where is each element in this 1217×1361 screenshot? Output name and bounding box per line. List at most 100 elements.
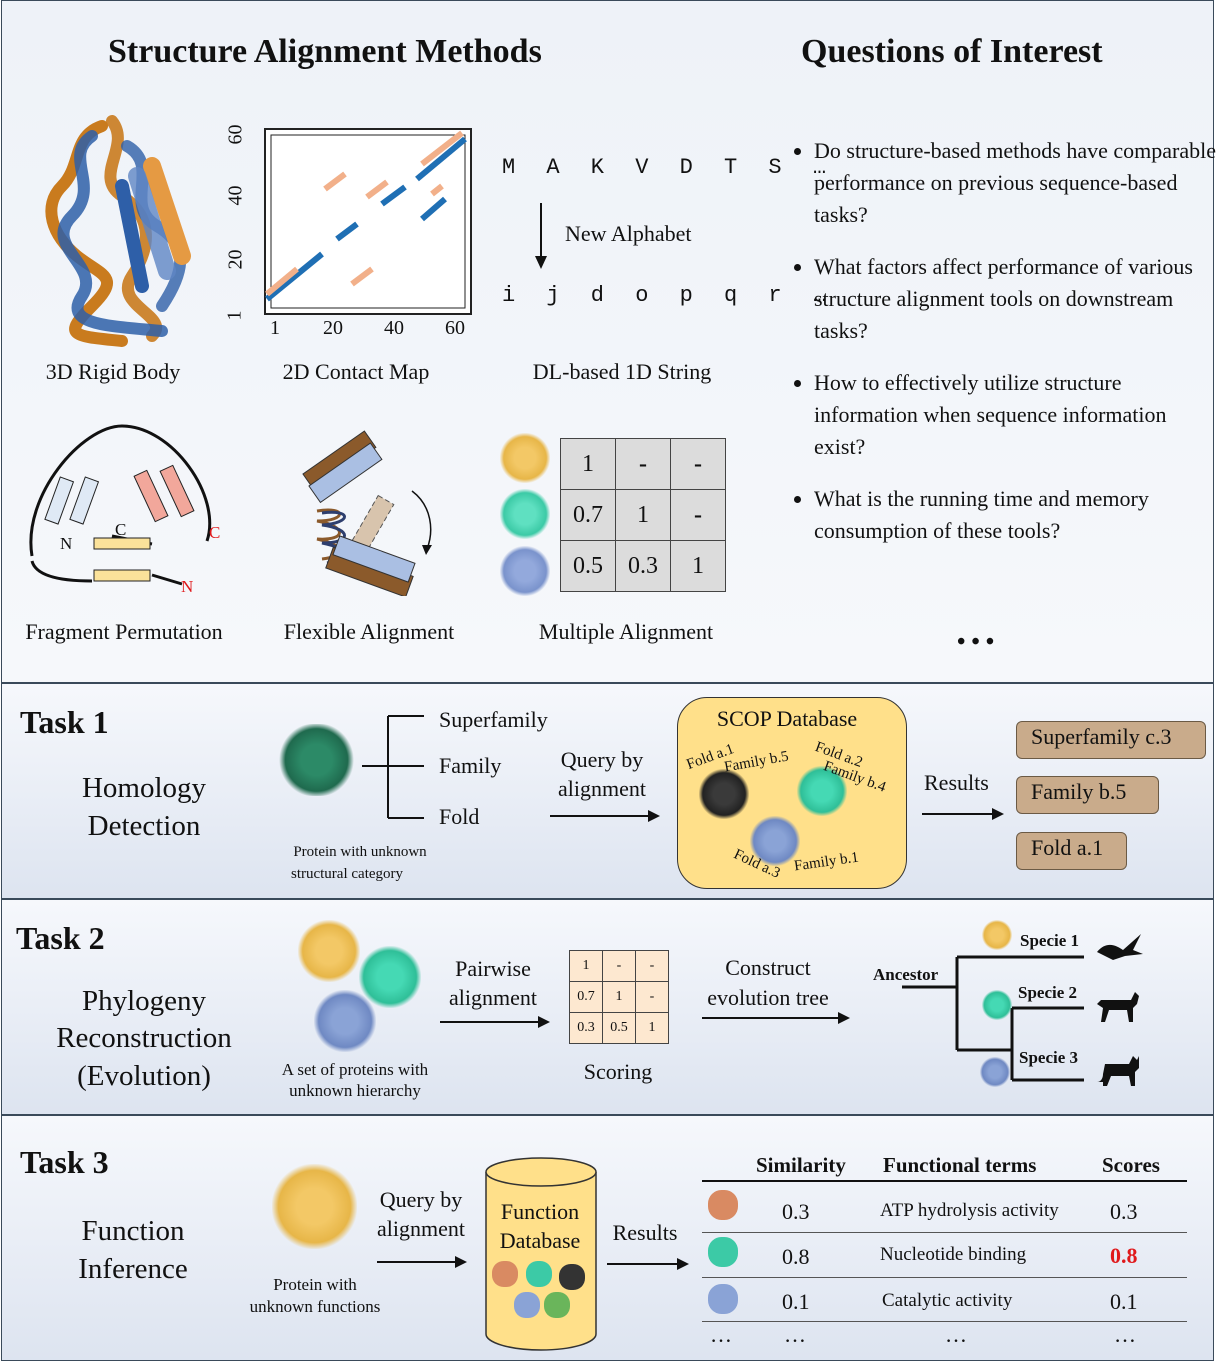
task2-name-line1: Phylogeny (81, 985, 207, 1017)
protein-icon (544, 1292, 570, 1318)
question-item: What is the running time and memory cons… (814, 483, 1217, 547)
protein-icon (314, 990, 376, 1052)
multiple-alignment-label: Multiple Alignment (538, 619, 714, 644)
protein-icon (708, 1190, 738, 1220)
matrix-cell: - (635, 950, 669, 982)
protein-icon (699, 769, 749, 819)
contact-x-tick: 1 (270, 317, 280, 339)
contact-x-tick: 60 (445, 317, 465, 339)
matrix-cell: 1 (635, 1012, 669, 1044)
matrix-cell: 0.5 (602, 1012, 636, 1044)
matrix-cell: - (635, 981, 669, 1013)
task2-arrow-label-line1: Pairwise (455, 956, 531, 981)
scop-database-title: SCOP Database (716, 706, 858, 731)
multiple-alignment-matrix: 1 - - 0.7 1 - 0.5 0.3 1 (560, 438, 726, 592)
protein-icon (500, 546, 550, 596)
rigid-body-label: 3D Rigid Body (45, 359, 181, 384)
protein-icon (514, 1292, 540, 1318)
protein-icon (708, 1237, 738, 1267)
cat-icon (1097, 1056, 1139, 1086)
task3-panel: Task 3 Function Inference Protein with u… (1, 1115, 1214, 1361)
protein-icon (526, 1261, 552, 1287)
row-term: ATP hydrolysis activity (880, 1200, 1059, 1221)
table-row-divider (702, 1232, 1187, 1233)
protein-icon (982, 920, 1012, 950)
protein-icon (492, 1261, 518, 1287)
contact-y-tick: 20 (224, 249, 247, 270)
task3-caption-line2: unknown functions (249, 1297, 381, 1316)
flexible-alignment-diagram (302, 430, 432, 596)
task3-results-label: Results (612, 1220, 678, 1245)
protein-icon (500, 433, 550, 483)
task2-arrow-label-line2: alignment (449, 985, 537, 1010)
protein-icon (750, 816, 800, 866)
matrix-cell: 1 (560, 438, 616, 490)
protein-icon (559, 1264, 585, 1290)
row-similarity: 0.8 (782, 1244, 810, 1269)
row-similarity: 0.1 (782, 1289, 810, 1314)
task1-name-line2: Detection (87, 810, 201, 842)
protein-icon (359, 946, 421, 1008)
level-bracket (362, 715, 424, 819)
methods-questions-panel: Structure Alignment Methods Questions of… (1, 0, 1217, 683)
task2-title: Task 2 (16, 920, 105, 956)
task2-arrow2-label-line2: evolution tree (707, 985, 829, 1010)
protein-icon (797, 766, 847, 816)
bird-icon (1097, 934, 1143, 960)
methods-title: Structure Alignment Methods (108, 33, 542, 70)
species-label: Specie 3 (1019, 1048, 1079, 1067)
right-arrow-icon (550, 810, 660, 822)
fragment-permutation-diagram (29, 424, 212, 586)
flexible-alignment-label: Flexible Alignment (283, 619, 455, 644)
protein-icon (500, 489, 550, 539)
contact-y-tick: 60 (224, 124, 247, 145)
task3-arrow-label-line1: Query by (379, 1187, 463, 1212)
right-arrow-icon (702, 1012, 850, 1024)
row-ellipsis: … (784, 1322, 806, 1347)
task1-arrow-label-line2: alignment (558, 776, 646, 801)
table-row-divider (702, 1277, 1187, 1278)
matrix-cell: - (670, 438, 726, 490)
row-score-highlight: 0.8 (1110, 1243, 1138, 1268)
task3-title: Task 3 (20, 1144, 109, 1180)
level-fold: Fold (439, 804, 480, 829)
matrix-cell: 1 (670, 540, 726, 592)
task1-protein-caption-line1: Protein with unknown (293, 844, 427, 860)
level-superfamily: Superfamily (439, 707, 548, 732)
task1-results-label: Results (924, 770, 989, 795)
col-header-similarity: Similarity (756, 1153, 846, 1177)
col-header-scores: Scores (1102, 1153, 1160, 1177)
row-term: Nucleotide binding (880, 1244, 1027, 1265)
task3-name-line2: Inference (78, 1253, 188, 1285)
contact-x-tick: 20 (323, 317, 343, 339)
question-item: How to effectively utilize structure inf… (814, 367, 1217, 463)
scoring-label: Scoring (583, 1059, 653, 1084)
right-arrow-icon (377, 1256, 467, 1268)
task3-caption-line1: Protein with (273, 1275, 357, 1294)
ancestor-label: Ancestor (873, 965, 939, 984)
result-fold-box: Fold a.1 (1016, 832, 1127, 870)
question-item: What factors affect performance of vario… (814, 251, 1217, 347)
matrix-cell: 1 (615, 489, 671, 541)
matrix-cell: 1 (602, 981, 636, 1013)
rigid-body-protein-icon (45, 115, 191, 347)
contact-x-tick: 40 (384, 317, 404, 339)
row-score: 0.1 (1110, 1289, 1138, 1314)
task2-name-line3: (Evolution) (77, 1060, 211, 1092)
dog-icon (1097, 992, 1139, 1022)
fragment-n-label: N (60, 534, 73, 553)
row-score: 0.3 (1110, 1199, 1138, 1224)
questions-title: Questions of Interest (801, 33, 1103, 70)
contact-map-label: 2D Contact Map (282, 359, 430, 384)
col-header-functional-terms: Functional terms (883, 1153, 1037, 1177)
task3-arrow-label-line2: alignment (377, 1216, 465, 1241)
matrix-cell: - (670, 489, 726, 541)
task2-name-line2: Reconstruction (56, 1022, 232, 1054)
right-arrow-icon (607, 1258, 689, 1270)
query-protein-icon (272, 1164, 357, 1249)
matrix-cell: 0.3 (569, 1012, 603, 1044)
right-arrow-icon (922, 808, 1004, 820)
original-sequence: M A K V D T S … (502, 155, 836, 180)
contact-y-tick: 40 (224, 185, 247, 206)
down-arrow-icon (535, 203, 547, 269)
